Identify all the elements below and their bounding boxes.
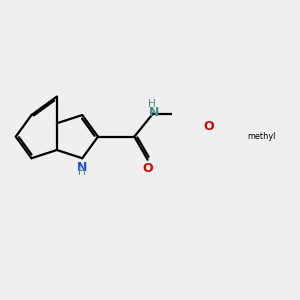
Text: O: O [204,120,214,133]
Text: H: H [148,99,156,109]
Text: H: H [78,167,86,176]
Text: N: N [149,106,159,119]
Text: methyl: methyl [247,132,275,141]
Text: O: O [142,162,153,176]
Text: N: N [77,161,88,174]
